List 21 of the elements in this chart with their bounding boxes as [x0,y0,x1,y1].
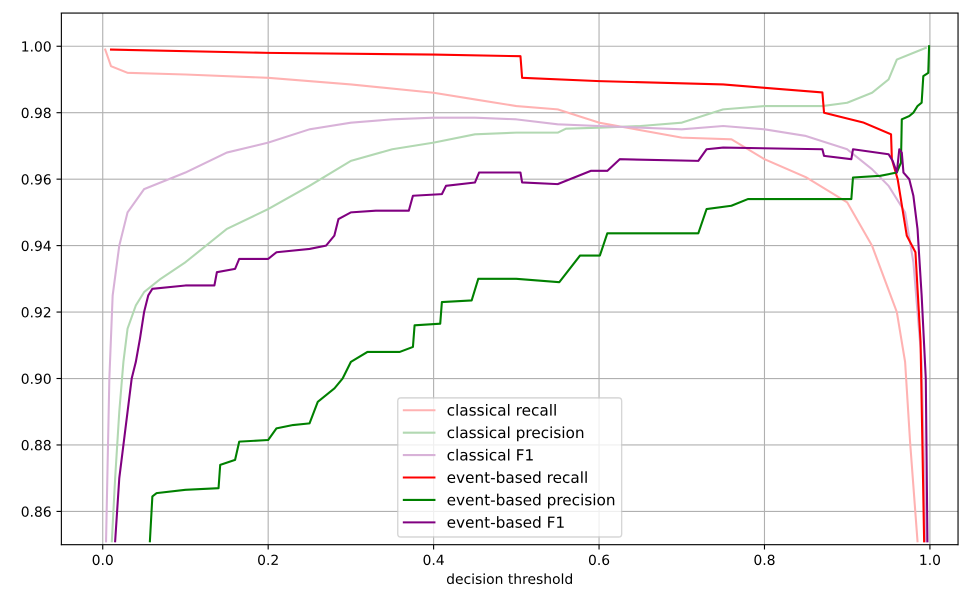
x-tick-label: 0.4 [423,554,444,566]
x-tick-label: 1.0 [920,554,940,566]
legend-label: classical F1 [447,448,533,461]
legend-label: event-based precision [447,494,614,508]
x-tick-label: 0.0 [92,554,113,566]
x-tick-label: 0.2 [258,554,278,566]
y-tick-label: 0.96 [22,174,51,185]
y-tick-label: 0.94 [22,240,51,252]
y-tick-label: 0.90 [22,373,51,384]
x-axis-title: decision threshold [446,573,572,584]
y-tick-label: 1.00 [22,41,51,52]
y-tick-label: 0.92 [22,307,50,318]
y-tick-label: 0.98 [22,108,51,118]
legend-label: event-based F1 [447,516,564,528]
y-tick-label: 0.86 [22,506,51,517]
legend-label: classical recall [447,404,556,416]
y-tick-label: 0.88 [22,440,51,450]
legend-label: event-based recall [447,471,587,484]
x-tick-label: 0.8 [754,554,775,566]
legend-label: classical precision [447,426,584,442]
x-tick-label: 0.6 [588,554,610,566]
